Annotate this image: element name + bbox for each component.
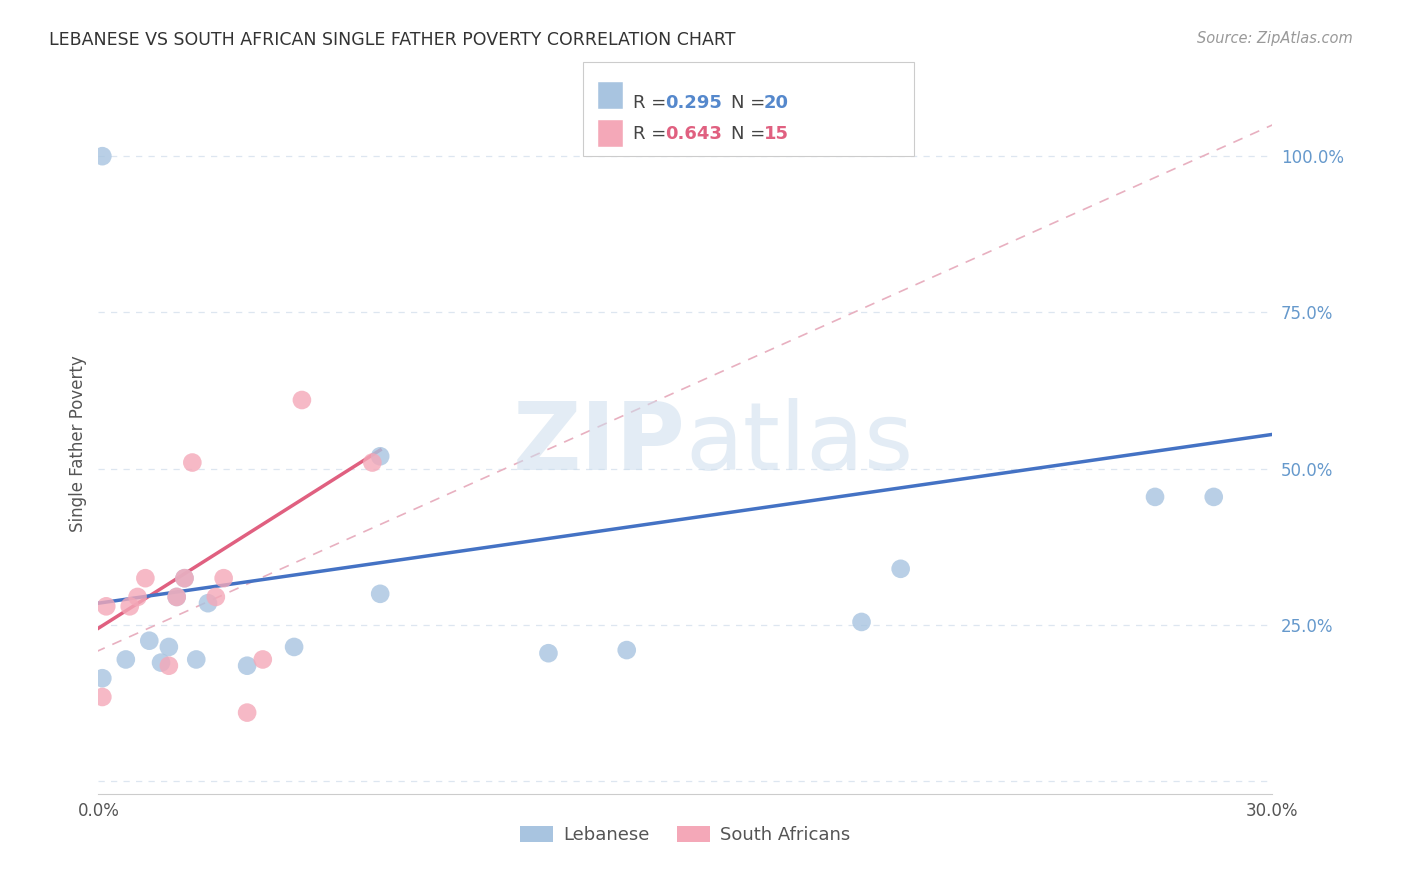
Text: 0.643: 0.643 — [665, 125, 721, 143]
Point — [134, 571, 156, 585]
Point — [181, 456, 204, 470]
Point — [616, 643, 638, 657]
Point — [118, 599, 141, 614]
Point — [890, 562, 912, 576]
Point — [537, 646, 560, 660]
Point — [91, 149, 114, 163]
Point — [212, 571, 235, 585]
Point — [186, 652, 208, 666]
Point — [127, 590, 149, 604]
Point — [166, 590, 188, 604]
Text: R =: R = — [633, 125, 672, 143]
Point — [91, 671, 114, 685]
Point — [205, 590, 228, 604]
Point — [236, 706, 259, 720]
Text: atlas: atlas — [686, 398, 914, 490]
Point — [157, 640, 180, 654]
Point — [138, 633, 160, 648]
Point — [157, 658, 180, 673]
Point — [197, 596, 219, 610]
Point — [150, 656, 173, 670]
Text: N =: N = — [731, 125, 770, 143]
Point — [96, 599, 118, 614]
Point — [173, 571, 195, 585]
Point — [166, 590, 188, 604]
Point — [851, 615, 873, 629]
Text: LEBANESE VS SOUTH AFRICAN SINGLE FATHER POVERTY CORRELATION CHART: LEBANESE VS SOUTH AFRICAN SINGLE FATHER … — [49, 31, 735, 49]
Point — [236, 658, 259, 673]
Point — [291, 392, 314, 407]
Text: N =: N = — [731, 94, 770, 112]
Text: Source: ZipAtlas.com: Source: ZipAtlas.com — [1197, 31, 1353, 46]
Point — [368, 587, 391, 601]
Y-axis label: Single Father Poverty: Single Father Poverty — [69, 355, 87, 533]
Point — [1202, 490, 1225, 504]
Text: 0.295: 0.295 — [665, 94, 721, 112]
Text: 15: 15 — [763, 125, 789, 143]
Point — [368, 450, 391, 464]
Text: R =: R = — [633, 94, 672, 112]
Point — [173, 571, 195, 585]
Point — [91, 690, 114, 704]
Text: 20: 20 — [763, 94, 789, 112]
Legend: Lebanese, South Africans: Lebanese, South Africans — [513, 819, 858, 851]
Point — [252, 652, 274, 666]
Point — [283, 640, 305, 654]
Point — [361, 456, 384, 470]
Text: ZIP: ZIP — [513, 398, 686, 490]
Point — [114, 652, 136, 666]
Point — [1144, 490, 1167, 504]
